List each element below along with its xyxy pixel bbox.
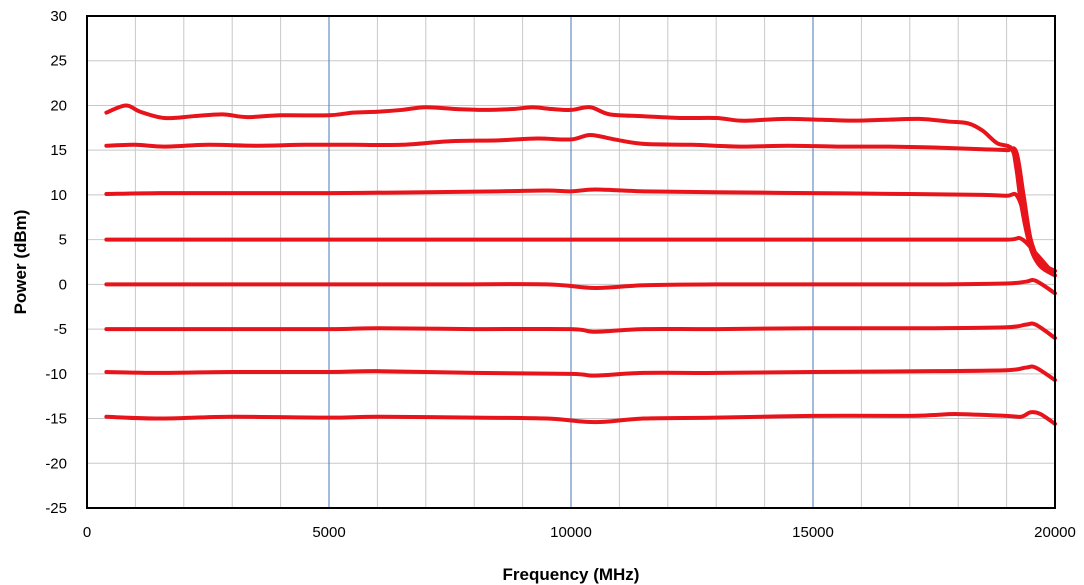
y-tick-label: 10 (50, 187, 67, 204)
y-tick-label: -20 (45, 455, 67, 472)
y-tick-label: -25 (45, 500, 67, 517)
x-tick-label: 0 (83, 524, 91, 541)
y-tick-label: 20 (50, 97, 67, 114)
x-tick-label: 5000 (312, 524, 345, 541)
y-tick-label: 30 (50, 8, 67, 25)
x-tick-label: 20000 (1034, 524, 1076, 541)
series-group (104, 103, 1057, 426)
y-axis-ticks: 30 25 20 15 10 5 0 -5 -10 -15 -20 -25 (45, 8, 67, 517)
x-tick-label: 15000 (792, 524, 834, 541)
x-tick-label: 10000 (550, 524, 592, 541)
series-line (104, 278, 1057, 296)
series-line (104, 103, 1057, 273)
series-line (104, 187, 1057, 278)
series-line (104, 410, 1057, 426)
series-line (104, 132, 1057, 273)
y-tick-label: 0 (59, 276, 67, 293)
series-line (104, 364, 1057, 383)
series-line (104, 235, 1057, 278)
plot-frame (86, 15, 1056, 509)
y-tick-label: 5 (59, 232, 67, 249)
y-tick-label: -15 (45, 411, 67, 428)
series-line (104, 321, 1057, 341)
grid (87, 16, 1055, 508)
y-tick-label: -5 (54, 321, 67, 338)
x-axis-title: Frequency (MHz) (503, 565, 640, 584)
y-tick-label: 25 (50, 53, 67, 70)
y-tick-label: 15 (50, 142, 67, 159)
y-axis-title: Power (dBm) (11, 210, 30, 315)
x-axis-ticks: 0 5000 10000 15000 20000 (83, 524, 1076, 541)
y-tick-label: -10 (45, 366, 67, 383)
